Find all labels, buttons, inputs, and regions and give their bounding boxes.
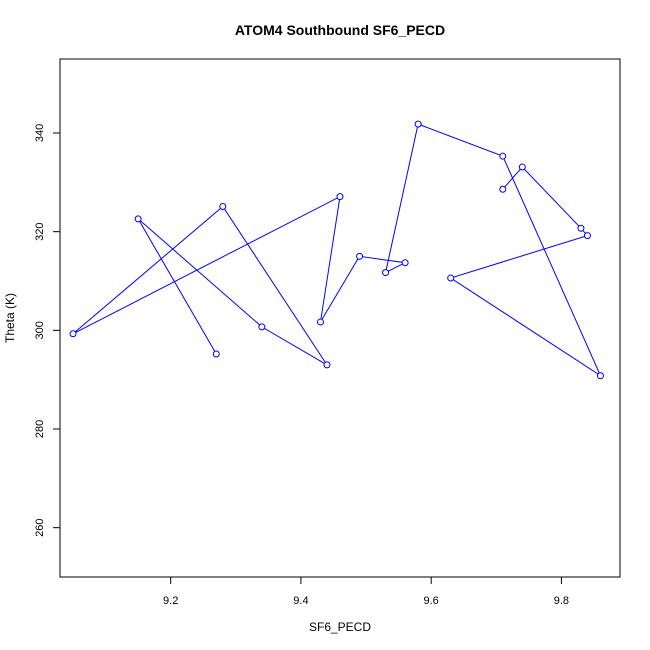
data-point [596,372,604,380]
series-line [72,123,602,378]
y-tick-label: 300 [34,321,46,339]
data-point [499,152,507,160]
data-point [219,203,227,211]
y-axis-label: Theta (K) [3,293,17,343]
data-point [134,215,142,223]
x-axis-label: SF6_PECD [309,620,371,634]
chart-title: ATOM4 Southbound SF6_PECD [235,22,445,38]
y-tick-label: 280 [34,420,46,438]
data-point [583,232,591,240]
data-point [258,323,266,331]
y-tick-label: 340 [34,124,46,142]
data-point [577,224,585,232]
data-point [499,185,507,193]
x-tick-label: 9.8 [554,595,569,607]
data-point [323,361,331,369]
data-point [518,163,526,171]
data-point [316,318,324,326]
y-tick-label: 320 [34,222,46,240]
y-tick-label: 260 [34,518,46,536]
y-axis: 260 280 300 320 340 [34,124,60,537]
x-tick-label: 9.2 [163,595,178,607]
data-point [401,259,409,267]
series-layer [69,120,604,380]
data-point [382,269,390,277]
data-point [356,252,364,260]
x-tick-label: 9.6 [424,595,439,607]
plot-frame [59,58,621,578]
data-point [414,120,422,128]
x-axis: 9.2 9.4 9.6 9.8 [163,577,569,607]
data-point [447,274,455,282]
x-tick-label: 9.4 [293,595,308,607]
data-point [336,193,344,201]
data-point [212,350,220,358]
data-point [69,330,77,338]
